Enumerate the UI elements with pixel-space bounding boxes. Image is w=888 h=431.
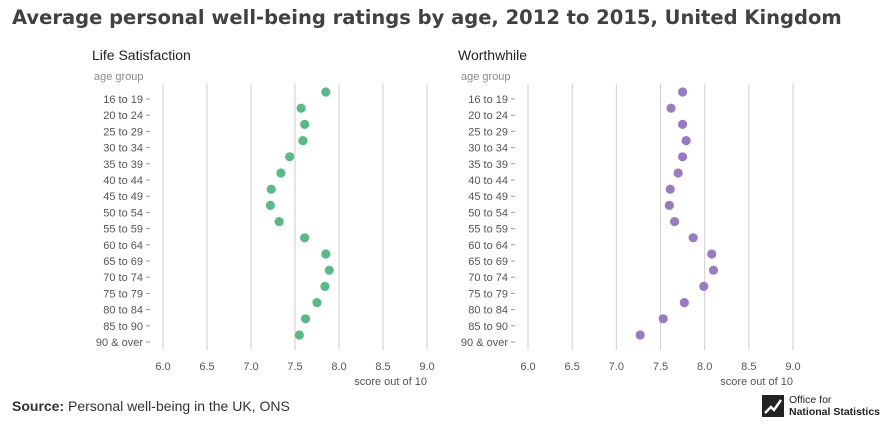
worthwhile-data-point (666, 103, 676, 113)
life-satisfaction-category-axis-label: age group (94, 71, 144, 83)
life-satisfaction-data-point (276, 168, 286, 178)
life-satisfaction-category-label: 16 to 19 (103, 94, 143, 106)
worthwhile-data-point (708, 265, 719, 275)
life-satisfaction-category-label: 65 to 69 (103, 256, 143, 268)
worthwhile-x-tick-label: 9.0 (785, 361, 800, 373)
worthwhile-x-tick-label: 7.5 (653, 361, 668, 373)
worthwhile-data-point (665, 184, 675, 194)
worthwhile-data-point (699, 281, 709, 291)
source-text: Personal well-being in the UK, ONS (68, 398, 290, 414)
ons-logo-icon (762, 395, 784, 417)
life-satisfaction-category-label: 75 to 79 (103, 288, 143, 300)
ons-logo-line1: Office for (789, 394, 832, 406)
life-satisfaction-data-point (300, 314, 311, 324)
life-satisfaction-category-label: 55 to 59 (103, 224, 143, 236)
life-satisfaction-data-point (294, 330, 304, 340)
worthwhile-data-point (707, 249, 717, 259)
life-satisfaction-data-point (320, 281, 330, 291)
life-satisfaction-category-label: 25 to 29 (103, 126, 143, 138)
life-satisfaction-data-point (300, 233, 310, 243)
life-satisfaction-data-point (298, 136, 308, 146)
worthwhile-data-point (677, 87, 688, 97)
life-satisfaction-category-label: 70 to 74 (103, 272, 143, 284)
worthwhile-x-tick-label: 6.5 (565, 361, 580, 373)
life-satisfaction-category-label: 40 to 44 (103, 175, 143, 187)
life-satisfaction-x-tick-label: 7.0 (243, 361, 258, 373)
source-note: Source: Personal well-being in the UK, O… (12, 398, 290, 414)
worthwhile-data-point (677, 119, 688, 129)
worthwhile-data-point (670, 217, 680, 227)
life-satisfaction-data-point (265, 200, 275, 210)
worthwhile-category-label: 25 to 29 (468, 126, 508, 138)
life-satisfaction-data-point (312, 298, 322, 308)
worthwhile-category-label: 45 to 49 (468, 191, 508, 203)
worthwhile-x-tick-label: 8.0 (697, 361, 712, 373)
life-satisfaction-data-point (266, 184, 276, 194)
life-satisfaction-category-label: 30 to 34 (103, 143, 143, 155)
worthwhile-x-tick-label: 6.0 (520, 361, 535, 373)
life-satisfaction-x-tick-label: 7.5 (287, 361, 302, 373)
worthwhile-data-point (658, 314, 668, 324)
worthwhile-category-label: 80 to 84 (468, 305, 508, 317)
life-satisfaction-panel-title: Life Satisfaction (92, 47, 191, 63)
life-satisfaction-category-label: 80 to 84 (103, 305, 143, 317)
worthwhile-category-label: 40 to 44 (468, 175, 508, 187)
life-satisfaction-data-point (274, 217, 284, 227)
life-satisfaction-data-point (296, 103, 306, 113)
worthwhile-category-label: 60 to 64 (468, 240, 508, 252)
life-satisfaction-data-point (321, 87, 331, 97)
worthwhile-data-point (688, 233, 698, 243)
worthwhile-category-label: 50 to 54 (468, 207, 508, 219)
page-title: Average personal well-being ratings by a… (12, 6, 842, 29)
life-satisfaction-data-point (285, 152, 295, 162)
worthwhile-category-label: 30 to 34 (468, 143, 508, 155)
life-satisfaction-data-point (321, 249, 331, 259)
life-satisfaction-x-tick-label: 9.0 (419, 361, 434, 373)
life-satisfaction-data-point (300, 119, 310, 129)
ons-logo: Office for National Statistics (762, 393, 882, 423)
worthwhile-panel-title: Worthwhile (458, 47, 527, 63)
worthwhile-category-label: 16 to 19 (468, 94, 508, 106)
worthwhile-category-label: 35 to 39 (468, 159, 508, 171)
worthwhile-data-point (664, 200, 674, 210)
worthwhile-category-label: 55 to 59 (468, 224, 508, 236)
worthwhile-category-label: 70 to 74 (468, 272, 508, 284)
worthwhile-data-point (679, 298, 689, 308)
life-satisfaction-category-label: 20 to 24 (103, 110, 143, 122)
life-satisfaction-category-label: 45 to 49 (103, 191, 143, 203)
worthwhile-category-label: 75 to 79 (468, 288, 508, 300)
source-label: Source: (12, 398, 65, 414)
worthwhile-x-tick-label: 8.5 (741, 361, 756, 373)
worthwhile-data-point (673, 168, 683, 178)
worthwhile-x-tick-label: 7.0 (609, 361, 624, 373)
life-satisfaction-category-label: 35 to 39 (103, 159, 143, 171)
life-satisfaction-category-label: 60 to 64 (103, 240, 143, 252)
worthwhile-category-label: 90 & over (461, 337, 508, 349)
worthwhile-category-label: 20 to 24 (468, 110, 508, 122)
life-satisfaction-x-tick-label: 8.0 (331, 361, 346, 373)
life-satisfaction-category-label: 50 to 54 (103, 207, 143, 219)
life-satisfaction-category-label: 85 to 90 (103, 321, 143, 333)
life-satisfaction-x-tick-label: 6.5 (199, 361, 214, 373)
life-satisfaction-x-axis-label: score out of 10 (354, 376, 427, 388)
worthwhile-category-label: 65 to 69 (468, 256, 508, 268)
worthwhile-data-point (635, 330, 645, 340)
worthwhile-data-point (677, 152, 688, 162)
worthwhile-data-point (681, 136, 691, 146)
life-satisfaction-data-point (324, 265, 334, 275)
charts-area: Life Satisfaction age group 6.0 6.5 7.0 7.5 8.… (92, 47, 801, 388)
worthwhile-category-label: 85 to 90 (468, 321, 508, 333)
worthwhile-category-axis-label: age group (461, 71, 511, 83)
life-satisfaction-category-label: 90 & over (96, 337, 143, 349)
worthwhile-x-axis-label: score out of 10 (720, 376, 793, 388)
ons-logo-line2: National Statistics (789, 406, 881, 418)
life-satisfaction-x-tick-label: 8.5 (375, 361, 390, 373)
life-satisfaction-x-tick-label: 6.0 (155, 361, 170, 373)
